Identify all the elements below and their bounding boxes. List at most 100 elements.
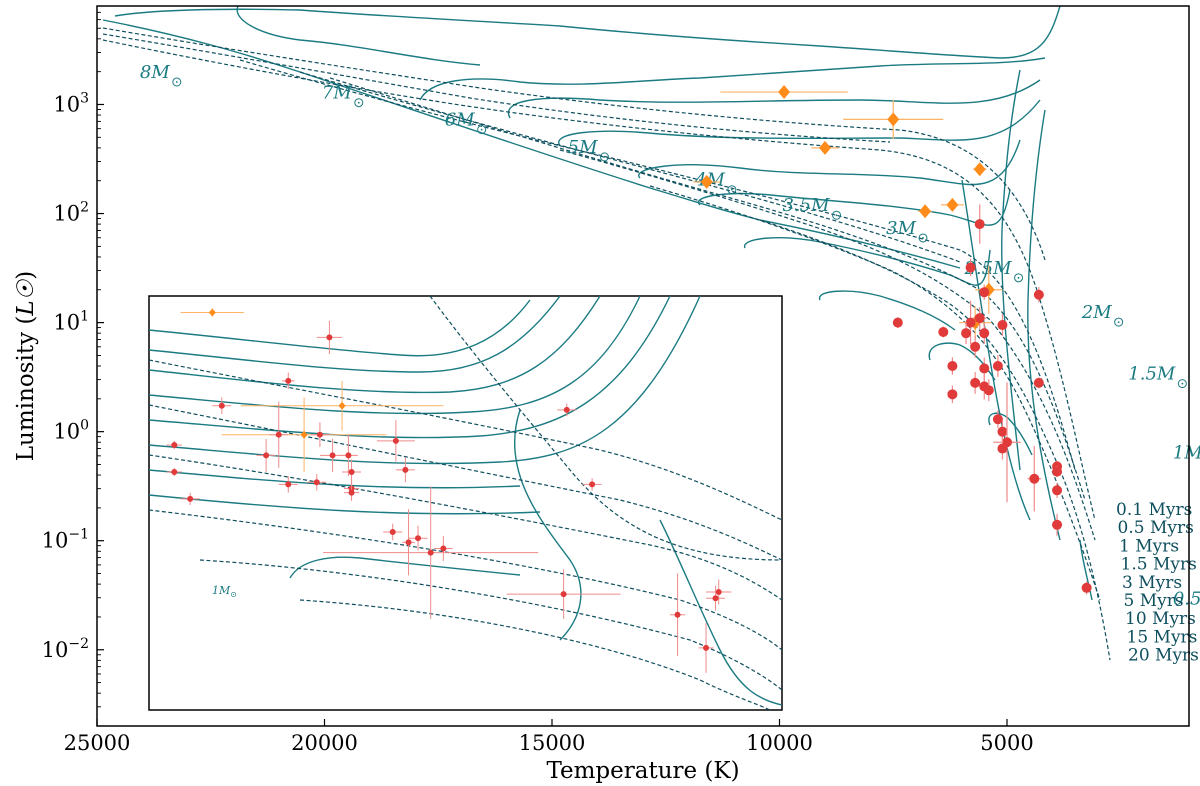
ttauri-star-point — [938, 327, 949, 338]
herbig-star-point — [919, 204, 932, 219]
sun-symbol — [1114, 317, 1124, 327]
age-label: 15 Myrs — [1127, 627, 1198, 647]
y-axis-title-unit: L☉ — [13, 278, 39, 316]
inset-ttauri-point — [285, 481, 292, 488]
ttauri-star-point — [961, 328, 972, 339]
inset-herbig-point — [208, 308, 216, 317]
evolutionary-track — [1001, 69, 1021, 471]
ttauri-star-point — [947, 361, 958, 371]
sun-symbol — [477, 125, 487, 135]
inset-ttauri-point — [218, 402, 225, 409]
evolutionary-track — [819, 290, 956, 331]
age-label: 5 Myrs — [1124, 591, 1184, 611]
evolutionary-track — [419, 57, 1046, 101]
ttauri-star-point — [1081, 582, 1092, 593]
mass-unit: M — [897, 218, 917, 239]
mass-value: 3 — [886, 218, 897, 239]
y-axis-title-text: Luminosity — [13, 332, 39, 461]
inset-isochrone — [429, 296, 782, 561]
mass-label: 4M — [694, 170, 725, 191]
inset-isochrone — [149, 404, 782, 561]
inset-ttauri-point — [326, 334, 333, 341]
sun-symbol — [600, 152, 609, 162]
mass-value: 1.5 — [1128, 364, 1157, 385]
age-label: 1 Myrs — [1119, 536, 1179, 556]
mass-unit: M — [992, 258, 1012, 279]
y-tick-mantissa: 10 — [53, 202, 80, 226]
mass-value: 7 — [322, 83, 334, 104]
sun-symbol — [354, 98, 364, 108]
inset-track — [149, 296, 671, 439]
y-tick-exponent: −2 — [68, 636, 89, 652]
ttauri-star-point — [997, 443, 1008, 454]
evolutionary-track — [236, 6, 481, 66]
y-tick-mantissa: 10 — [53, 92, 80, 116]
mass-value: 0.5 — [1173, 589, 1200, 610]
evolutionary-track — [558, 99, 1041, 147]
age-label: 20 Myrs — [1128, 646, 1199, 666]
sun-symbol-dot — [603, 155, 606, 158]
sun-symbol — [832, 210, 842, 220]
ttauri-star-point — [997, 320, 1008, 331]
sun-symbol — [172, 77, 182, 87]
sun-symbol — [727, 185, 737, 195]
mass-unit: M — [150, 62, 170, 83]
ttauri-star-point — [1029, 473, 1040, 484]
ttauri-star-point — [1033, 289, 1044, 300]
age-label: 0.1 Myrs — [1116, 500, 1192, 520]
herbig-star-point — [778, 85, 791, 100]
mass-value: 3.5 — [782, 195, 811, 216]
sun-symbol-dot — [922, 237, 924, 239]
y-tick-label: 103 — [53, 90, 89, 116]
sun-symbol-dot — [1117, 321, 1120, 323]
isochrones — [102, 27, 1111, 661]
mass-label: 1.5M — [1128, 364, 1176, 385]
inset-isochrone — [149, 454, 782, 601]
inset-ttauri-point — [171, 468, 178, 475]
y-tick-exponent: 3 — [80, 90, 89, 106]
y-tick-exponent: −1 — [68, 527, 89, 543]
inset-ttauri-point — [313, 479, 320, 486]
inset-isochrone — [149, 359, 782, 521]
mass-unit: M — [1183, 442, 1200, 463]
inset-track — [149, 299, 531, 357]
mass-unit: M — [578, 137, 598, 158]
inset-ttauri-point — [348, 468, 355, 475]
y-tick-label: 102 — [53, 200, 89, 226]
mass-unit: M — [1156, 364, 1176, 385]
inset-ttauri-point — [345, 452, 352, 459]
mass-value: 5 — [568, 137, 579, 158]
inset-ttauri-point — [563, 406, 570, 413]
mass-label: 8M — [140, 62, 170, 83]
inset-ttauri-point — [712, 595, 719, 602]
x-tick-label: 10000 — [746, 731, 813, 755]
inset-ttauri-point — [389, 528, 396, 535]
y-tick-label: 10−1 — [42, 527, 89, 553]
inset-ttauri-point — [560, 591, 567, 598]
ttauri-star-point — [970, 377, 981, 388]
y-tick-label: 10−2 — [42, 636, 89, 662]
evolutionary-track — [961, 179, 1031, 521]
inset-track — [149, 296, 601, 394]
mass-label: 1M — [1173, 442, 1200, 463]
inset-herbig-point — [338, 401, 346, 410]
mass-unit: M — [332, 83, 352, 104]
inset-ttauri-point — [285, 377, 292, 384]
sun-symbol-dot — [480, 128, 483, 131]
x-tick-label: 5000 — [980, 731, 1033, 755]
sun-symbol-dot — [175, 81, 178, 83]
y-axis-title: Luminosity (L☉) — [13, 271, 39, 462]
y-tick-mantissa: 10 — [53, 420, 80, 444]
inset-ttauri-point — [187, 495, 194, 502]
sun-symbol-dot — [731, 188, 733, 191]
x-tick-label: 25000 — [64, 731, 131, 755]
inset-isochrone — [199, 559, 782, 691]
inset-ttauri-point — [405, 539, 412, 546]
ttauri-star-point — [992, 414, 1003, 425]
inset-ttauri-point — [427, 549, 434, 556]
inset-ttauri-point — [263, 452, 270, 459]
evolutionary-track — [507, 79, 1041, 119]
